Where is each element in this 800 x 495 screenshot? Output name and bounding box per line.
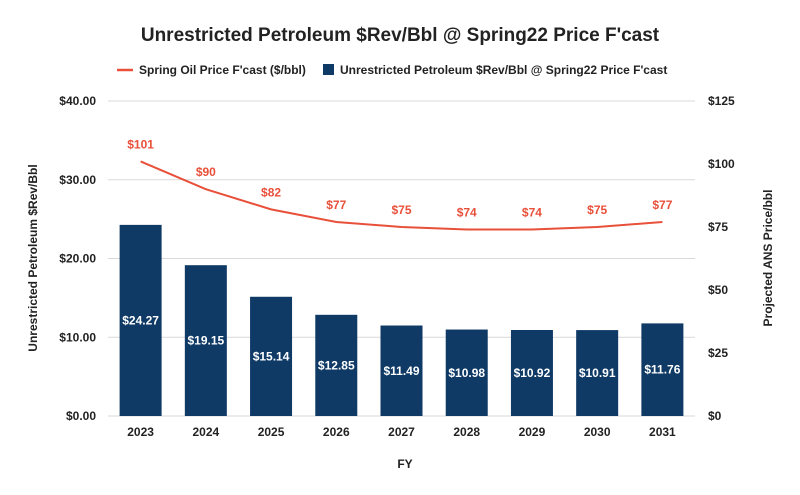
- bar: [184, 265, 227, 416]
- line-data-label: $101: [127, 137, 154, 151]
- bar: [510, 330, 553, 416]
- line-data-label: $77: [326, 198, 346, 212]
- bar-data-label: $15.14: [253, 349, 290, 363]
- y-tick-label: $0.00: [66, 409, 96, 423]
- bar: [380, 325, 423, 416]
- y2-tick-label: $25: [708, 346, 728, 360]
- y-tick-label: $10.00: [59, 330, 96, 344]
- line-data-label: $77: [652, 198, 672, 212]
- x-axis: 2023 2024 2025 2026 2027 2028 2029 2030 2031: [127, 425, 676, 439]
- line-data-label: $75: [587, 203, 607, 217]
- x-axis-title: FY: [397, 457, 412, 471]
- bar: [119, 224, 162, 416]
- bar-data-label: $11.76: [644, 363, 680, 377]
- bar: [576, 330, 619, 416]
- bar-data-label: $10.91: [579, 366, 616, 380]
- legend: Spring Oil Price F'cast ($/bbl) Unrestri…: [117, 63, 667, 77]
- x-tick-label: 2031: [649, 425, 676, 439]
- x-tick-label: 2028: [453, 425, 480, 439]
- y-tick-label: $20.00: [59, 252, 96, 266]
- x-tick-label: 2023: [127, 425, 154, 439]
- legend-bar-swatch: [323, 64, 334, 75]
- line-series: [140, 160, 663, 231]
- y-tick-label: $30.00: [59, 173, 96, 187]
- bar-data-label: $10.98: [448, 366, 485, 380]
- y-axis-right: $0 $25 $50 $75 $100 $125: [708, 94, 735, 423]
- line-data-label: $90: [196, 165, 216, 179]
- bar-data-label: $11.49: [383, 364, 419, 378]
- x-tick-label: 2030: [584, 425, 611, 439]
- bar: [250, 296, 293, 416]
- x-tick-label: 2025: [258, 425, 285, 439]
- x-tick-label: 2027: [388, 425, 415, 439]
- bar-data-label: $10.92: [514, 366, 551, 380]
- y2-tick-label: $125: [708, 94, 735, 108]
- bar-data-label: $19.15: [187, 334, 224, 348]
- line-data-label: $82: [261, 185, 281, 199]
- y2-tick-label: $50: [708, 283, 728, 297]
- line-data-labels: $101 $90 $82 $77 $75 $74 $74 $75 $77: [127, 137, 672, 219]
- bar-data-label: $12.85: [318, 358, 355, 372]
- bar: [315, 314, 358, 416]
- y2-tick-label: $100: [708, 157, 735, 171]
- x-tick-label: 2026: [323, 425, 350, 439]
- y-axis-right-title: Projected ANS Price/bbl: [761, 190, 775, 327]
- y2-tick-label: $0: [708, 409, 722, 423]
- bar-data-labels: $24.27 $19.15 $15.14 $12.85 $11.49 $10.98 $10.…: [122, 313, 680, 380]
- x-tick-label: 2024: [192, 425, 219, 439]
- chart-title: Unrestricted Petroleum $Rev/Bbl @ Spring…: [141, 25, 660, 46]
- line-data-label: $74: [457, 206, 477, 220]
- y-tick-label: $40.00: [59, 94, 96, 108]
- bar-data-label: $24.27: [122, 313, 159, 327]
- bar: [641, 323, 684, 416]
- bar-series: [119, 224, 684, 416]
- y2-tick-label: $75: [708, 220, 728, 234]
- legend-line-label: Spring Oil Price F'cast ($/bbl): [139, 63, 306, 77]
- line-data-label: $74: [522, 206, 542, 220]
- legend-bar-label: Unrestricted Petroleum $Rev/Bbl @ Spring…: [340, 63, 667, 77]
- series-line: [140, 160, 663, 231]
- bar: [445, 329, 488, 416]
- y-axis-left: $0.00 $10.00 $20.00 $30.00 $40.00: [59, 94, 96, 423]
- x-tick-label: 2029: [519, 425, 546, 439]
- y-axis-left-title: Unrestricted Petroleum $Rev/Bbl: [26, 164, 40, 351]
- line-data-label: $75: [391, 203, 411, 217]
